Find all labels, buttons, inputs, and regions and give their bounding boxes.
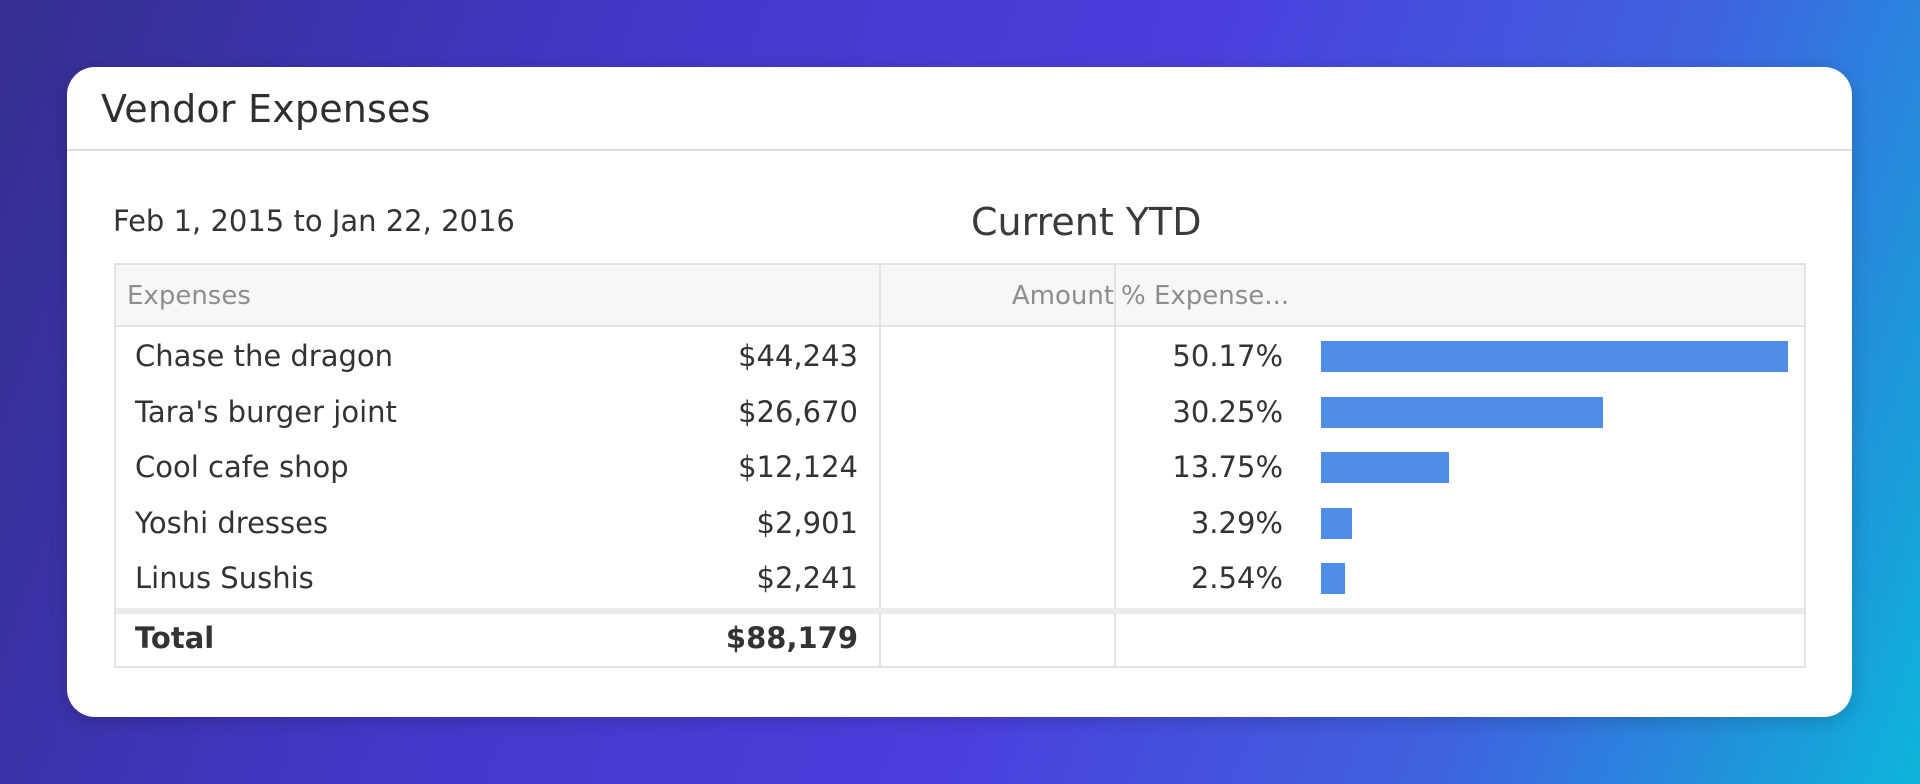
pct-bar-track bbox=[1321, 341, 1788, 372]
vendor-pct: 30.25% bbox=[1172, 395, 1283, 429]
vendor-pct: 3.29% bbox=[1190, 506, 1283, 540]
column-divider bbox=[879, 265, 881, 668]
vendor-pct: 13.75% bbox=[1172, 450, 1283, 484]
card-title: Vendor Expenses bbox=[101, 87, 431, 131]
table-row[interactable]: Cool cafe shop $12,124 13.75% bbox=[116, 438, 1804, 494]
pct-bar-track bbox=[1321, 452, 1788, 483]
column-header-amount[interactable]: Amount bbox=[1011, 281, 1114, 311]
table-row[interactable]: Chase the dragon $44,243 50.17% bbox=[116, 327, 1804, 383]
table-row[interactable]: Tara's burger joint $26,670 30.25% bbox=[116, 383, 1804, 439]
total-label: Total bbox=[135, 621, 215, 655]
vendor-name: Chase the dragon bbox=[135, 339, 394, 373]
pct-bar-track bbox=[1321, 397, 1788, 428]
table-row[interactable]: Yoshi dresses $2,901 3.29% bbox=[116, 494, 1804, 550]
pct-bar bbox=[1321, 452, 1449, 483]
vendor-amount: $12,124 bbox=[738, 450, 858, 484]
vendor-expenses-card: Vendor Expenses Feb 1, 2015 to Jan 22, 2… bbox=[67, 67, 1852, 717]
pct-bar bbox=[1321, 508, 1352, 539]
vendor-name: Linus Sushis bbox=[135, 561, 314, 595]
vendor-name: Yoshi dresses bbox=[135, 506, 329, 540]
vendor-amount: $2,901 bbox=[756, 506, 858, 540]
pct-bar-track bbox=[1321, 508, 1788, 539]
column-header-expenses[interactable]: Expenses bbox=[127, 281, 251, 311]
vendor-amount: $44,243 bbox=[738, 339, 858, 373]
pct-bar bbox=[1321, 397, 1603, 428]
pct-bar bbox=[1321, 341, 1788, 372]
vendor-name: Cool cafe shop bbox=[135, 450, 349, 484]
vendor-pct: 2.54% bbox=[1190, 561, 1283, 595]
vendor-pct: 50.17% bbox=[1172, 339, 1283, 373]
pct-bar-track bbox=[1321, 563, 1788, 594]
section-title: Current YTD bbox=[971, 200, 1202, 244]
vendor-amount: $2,241 bbox=[756, 561, 858, 595]
total-amount: $88,179 bbox=[725, 621, 858, 655]
expenses-table: Expenses Amount % Expense... Chase the d… bbox=[114, 263, 1806, 668]
vendor-name: Tara's burger joint bbox=[135, 395, 397, 429]
table-row[interactable]: Linus Sushis $2,241 2.54% bbox=[116, 549, 1804, 605]
table-header: Expenses Amount % Expense... bbox=[116, 265, 1804, 327]
date-range: Feb 1, 2015 to Jan 22, 2016 bbox=[113, 204, 515, 238]
vendor-amount: $26,670 bbox=[738, 395, 858, 429]
column-divider bbox=[1114, 265, 1116, 668]
total-separator bbox=[116, 608, 1804, 614]
card-header: Vendor Expenses bbox=[67, 67, 1852, 151]
column-header-pct-expense[interactable]: % Expense... bbox=[1121, 281, 1290, 311]
pct-bar bbox=[1321, 563, 1345, 594]
